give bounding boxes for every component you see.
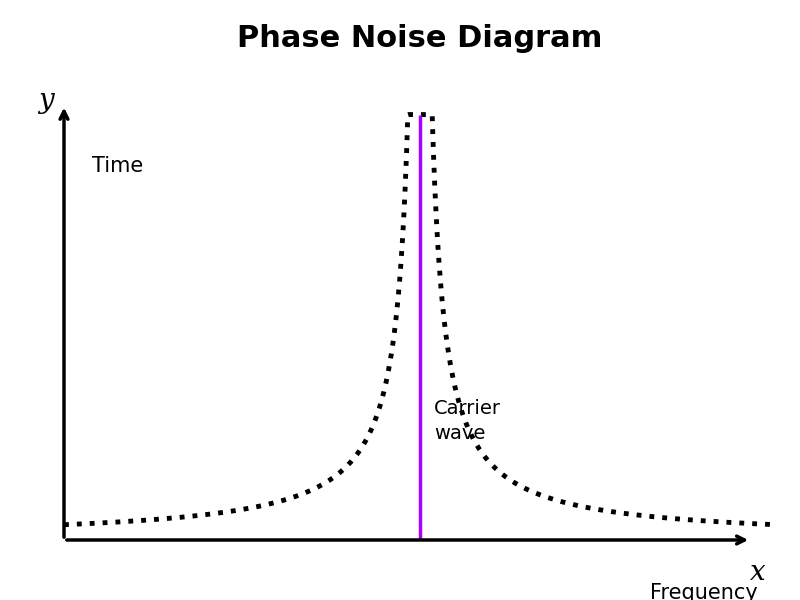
- Text: Time: Time: [93, 156, 144, 176]
- Text: x: x: [750, 559, 766, 586]
- Title: Phase Noise Diagram: Phase Noise Diagram: [238, 24, 602, 53]
- Text: y: y: [38, 86, 54, 113]
- Text: Frequency: Frequency: [650, 583, 758, 600]
- Text: Carrier
wave: Carrier wave: [434, 399, 502, 443]
